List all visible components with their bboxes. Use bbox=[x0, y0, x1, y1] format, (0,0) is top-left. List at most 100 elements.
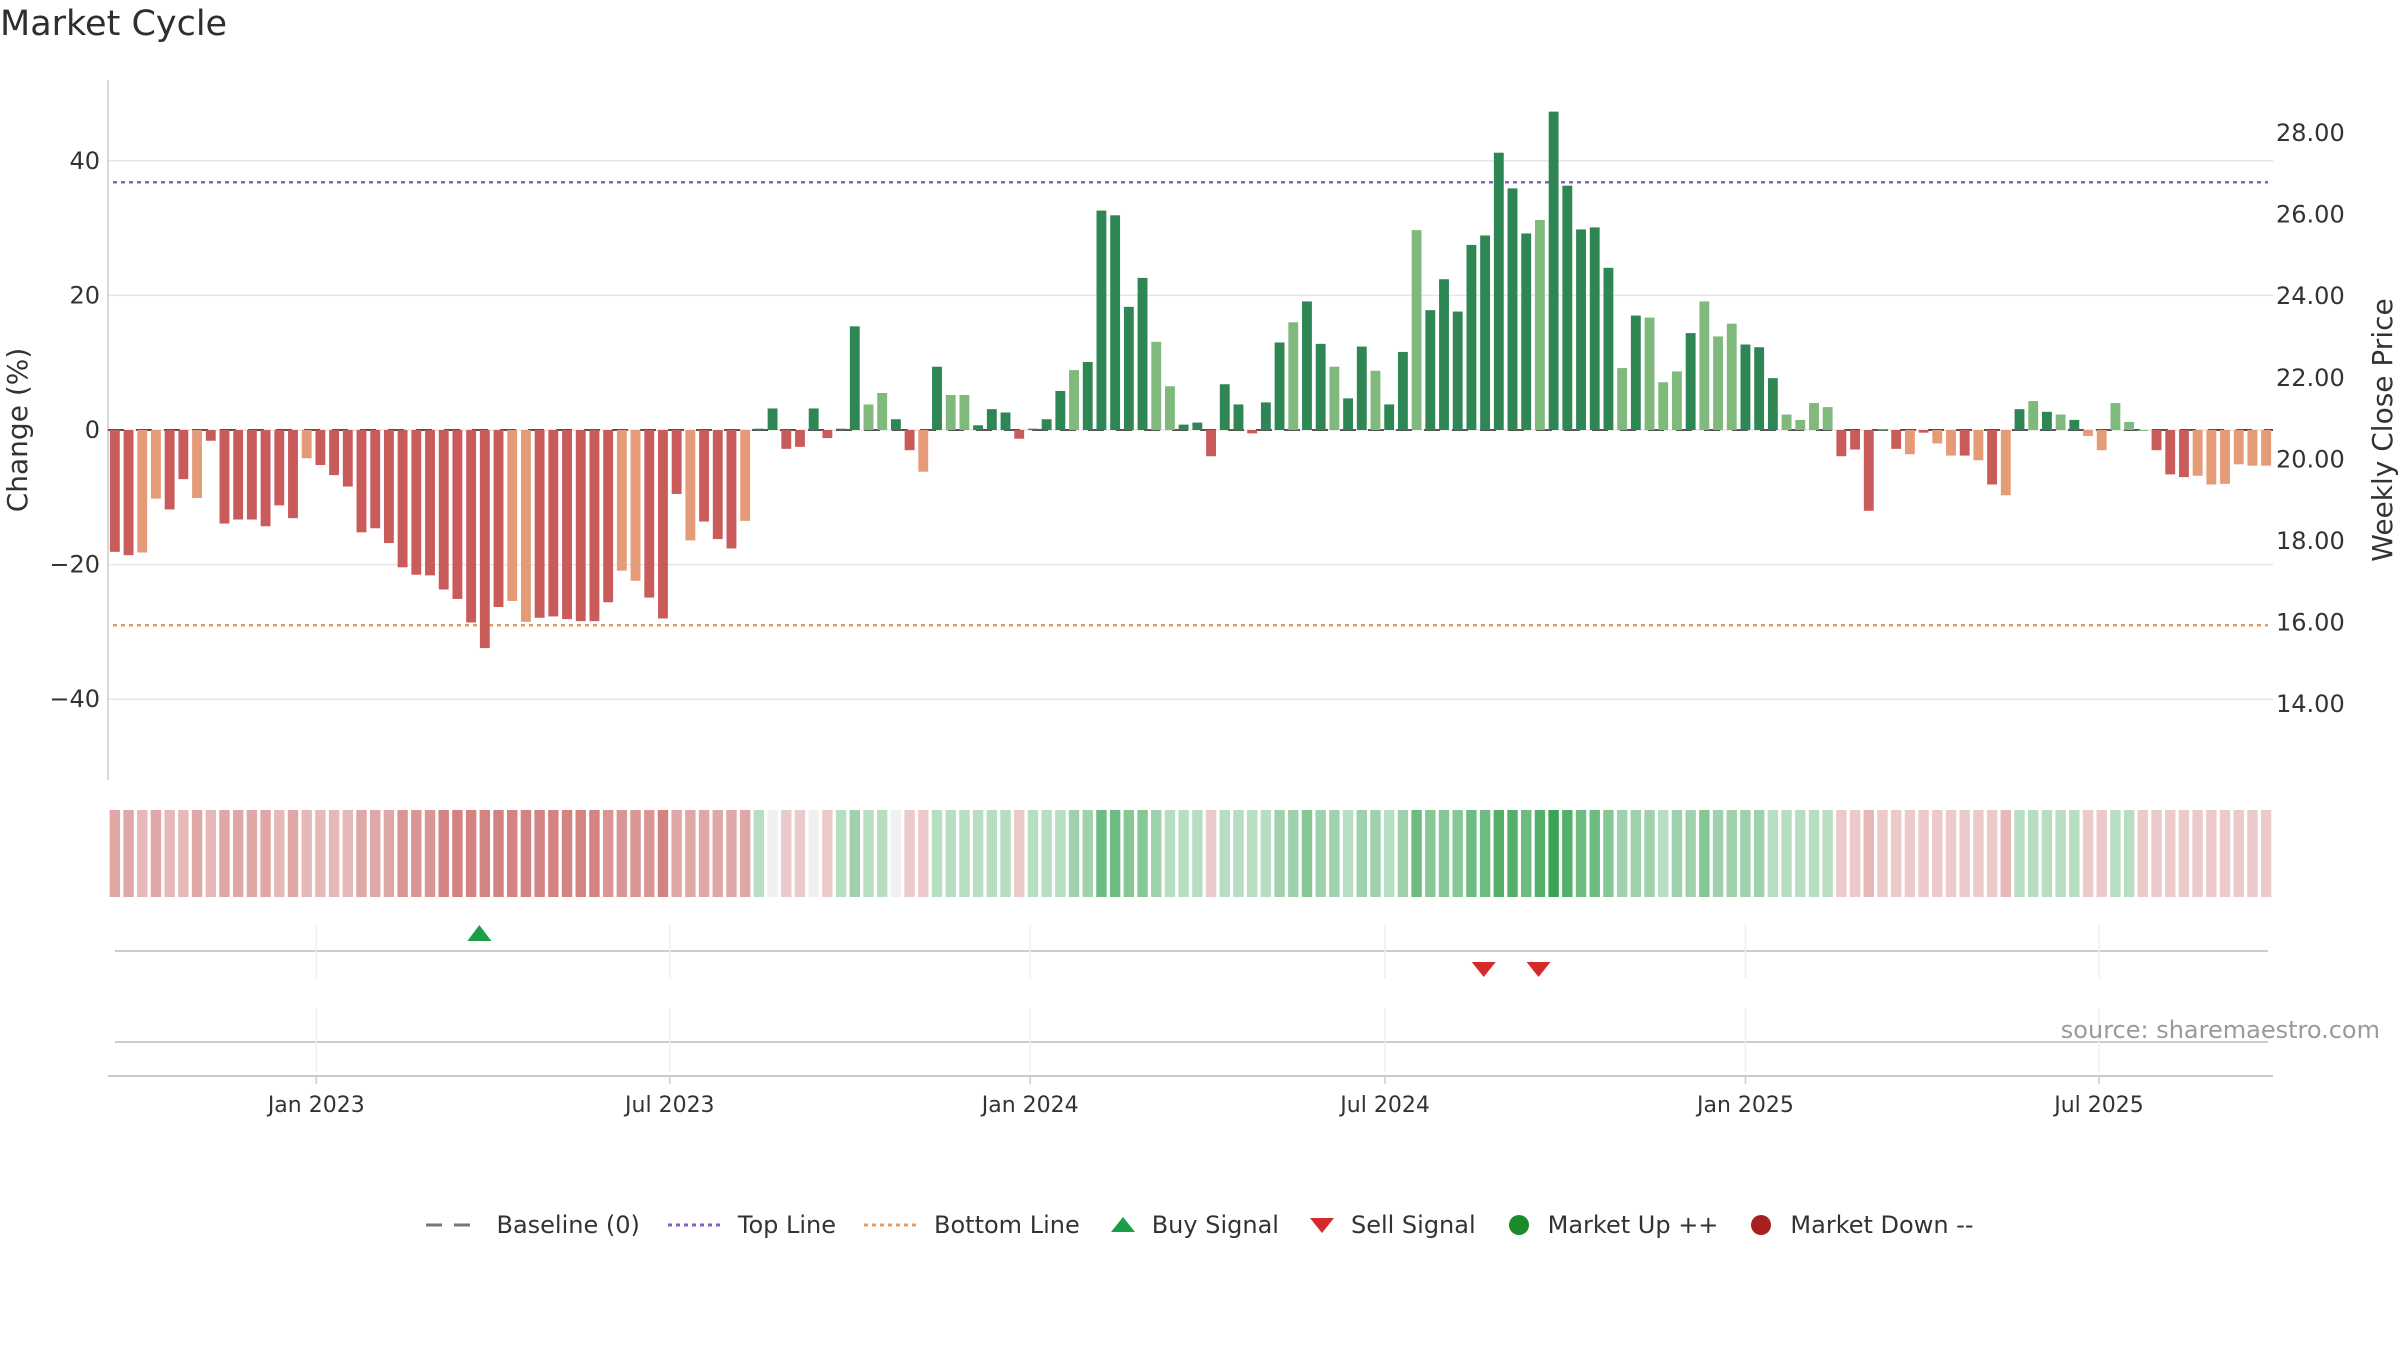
bar bbox=[1219, 384, 1230, 430]
heat-cell bbox=[2082, 810, 2094, 897]
heat-cell bbox=[274, 810, 285, 897]
y-tick-label: 40 bbox=[69, 147, 100, 175]
bar bbox=[986, 409, 997, 430]
heat-cell bbox=[849, 810, 860, 897]
heat-cell bbox=[2055, 810, 2066, 897]
heat-cell bbox=[493, 810, 504, 897]
heat-cell bbox=[1932, 810, 1943, 897]
bar bbox=[493, 430, 504, 608]
y2-tick-label: 26.00 bbox=[2276, 201, 2345, 229]
bar bbox=[1754, 347, 1765, 430]
heat-cell bbox=[1616, 810, 1628, 897]
bar bbox=[1973, 430, 1984, 461]
legend-item-baseline[interactable]: Baseline (0) bbox=[426, 1211, 640, 1239]
axis-labels: 40 20 0 −20 −40 28.00 26.00 24.00 22.00 20.00 18.0… bbox=[1, 119, 2399, 1118]
buy-signal-icon bbox=[1110, 1217, 1135, 1232]
heat-cell bbox=[1438, 810, 1450, 897]
heat-cell bbox=[739, 810, 751, 897]
bar bbox=[466, 430, 477, 623]
heat-cell bbox=[767, 810, 778, 897]
bar bbox=[1809, 403, 1819, 430]
heat-cell bbox=[657, 810, 669, 897]
bar bbox=[1260, 402, 1271, 430]
heat-cell bbox=[1178, 810, 1189, 897]
heat-cell bbox=[1630, 810, 1642, 897]
heat-cell bbox=[1712, 810, 1724, 897]
heat-cell bbox=[1233, 810, 1244, 897]
heat-cell bbox=[726, 810, 737, 897]
y-tick-label: 0 bbox=[85, 416, 100, 444]
heat-cell bbox=[465, 810, 477, 897]
legend-label-market-up: Market Up ++ bbox=[1547, 1211, 1719, 1239]
signal-panel bbox=[108, 925, 2273, 1084]
heat-cell bbox=[671, 810, 682, 897]
heat-cell bbox=[1041, 810, 1052, 897]
heat-cell bbox=[2014, 810, 2025, 897]
legend-label-baseline: Baseline (0) bbox=[496, 1211, 640, 1239]
bar bbox=[1014, 430, 1025, 439]
heat-cell bbox=[1055, 810, 1066, 897]
heat-cell bbox=[630, 810, 641, 897]
heat-cell bbox=[1685, 810, 1696, 897]
bar bbox=[2165, 430, 2176, 475]
heat-cell bbox=[1164, 810, 1176, 897]
legend-item-market-up[interactable]: Market Up ++ bbox=[1504, 1211, 1719, 1239]
bar bbox=[205, 430, 216, 441]
legend-item-top-line[interactable]: Top Line bbox=[667, 1211, 836, 1239]
heat-cell bbox=[411, 810, 422, 897]
heat-cell bbox=[931, 810, 943, 897]
bar bbox=[849, 326, 860, 430]
heat-cell bbox=[1109, 810, 1121, 897]
heat-cell bbox=[1986, 810, 1998, 897]
heat-cell bbox=[479, 810, 491, 897]
heat-cell bbox=[356, 810, 367, 897]
bar bbox=[1493, 152, 1504, 430]
bar bbox=[1370, 370, 1381, 430]
heat-cell bbox=[1370, 810, 1381, 897]
heat-cell bbox=[1562, 810, 1573, 897]
bar bbox=[1466, 244, 1477, 430]
bar bbox=[1685, 333, 1696, 430]
legend-label-bottom-line: Bottom Line bbox=[934, 1211, 1080, 1239]
legend-item-market-down[interactable]: Market Down -- bbox=[1746, 1211, 1974, 1239]
bar bbox=[562, 430, 572, 620]
heat-cell bbox=[1397, 810, 1409, 897]
legend-item-sell-signal[interactable]: Sell Signal bbox=[1307, 1211, 1476, 1239]
bar bbox=[137, 430, 148, 553]
bar bbox=[2096, 430, 2107, 451]
y2-tick-label: 28.00 bbox=[2276, 119, 2345, 147]
sell-signal-icon bbox=[1309, 1218, 1334, 1233]
bar bbox=[904, 430, 915, 451]
bar bbox=[1836, 430, 1847, 457]
bar bbox=[1165, 386, 1175, 430]
heat-cell bbox=[1493, 810, 1505, 897]
bar bbox=[1178, 424, 1189, 430]
bar bbox=[1247, 430, 1258, 434]
bar bbox=[1603, 267, 1614, 430]
legend-item-buy-signal[interactable]: Buy Signal bbox=[1108, 1211, 1279, 1239]
bar bbox=[1425, 310, 1436, 430]
heat-cell bbox=[644, 810, 655, 897]
bar bbox=[301, 430, 312, 459]
bar bbox=[1151, 341, 1162, 430]
heat-cell bbox=[2192, 810, 2203, 897]
bar bbox=[630, 430, 641, 581]
heat-cell bbox=[1671, 810, 1683, 897]
bar bbox=[726, 430, 737, 549]
bar bbox=[1658, 382, 1669, 430]
heat-cell bbox=[1096, 810, 1107, 897]
heat-cell bbox=[164, 810, 175, 897]
bar bbox=[2137, 430, 2148, 431]
legend-item-bottom-line[interactable]: Bottom Line bbox=[864, 1211, 1080, 1239]
bar bbox=[945, 395, 956, 430]
bar bbox=[425, 430, 435, 576]
bar bbox=[1932, 430, 1943, 444]
y-tick-label: −20 bbox=[49, 551, 100, 579]
bar bbox=[383, 430, 394, 544]
bar bbox=[836, 428, 847, 430]
bar bbox=[2192, 430, 2203, 476]
bar bbox=[1343, 398, 1354, 430]
heat-cell bbox=[2110, 810, 2121, 897]
y2-axis-title: Weekly Close Price bbox=[2366, 298, 2399, 561]
bar bbox=[151, 430, 161, 499]
